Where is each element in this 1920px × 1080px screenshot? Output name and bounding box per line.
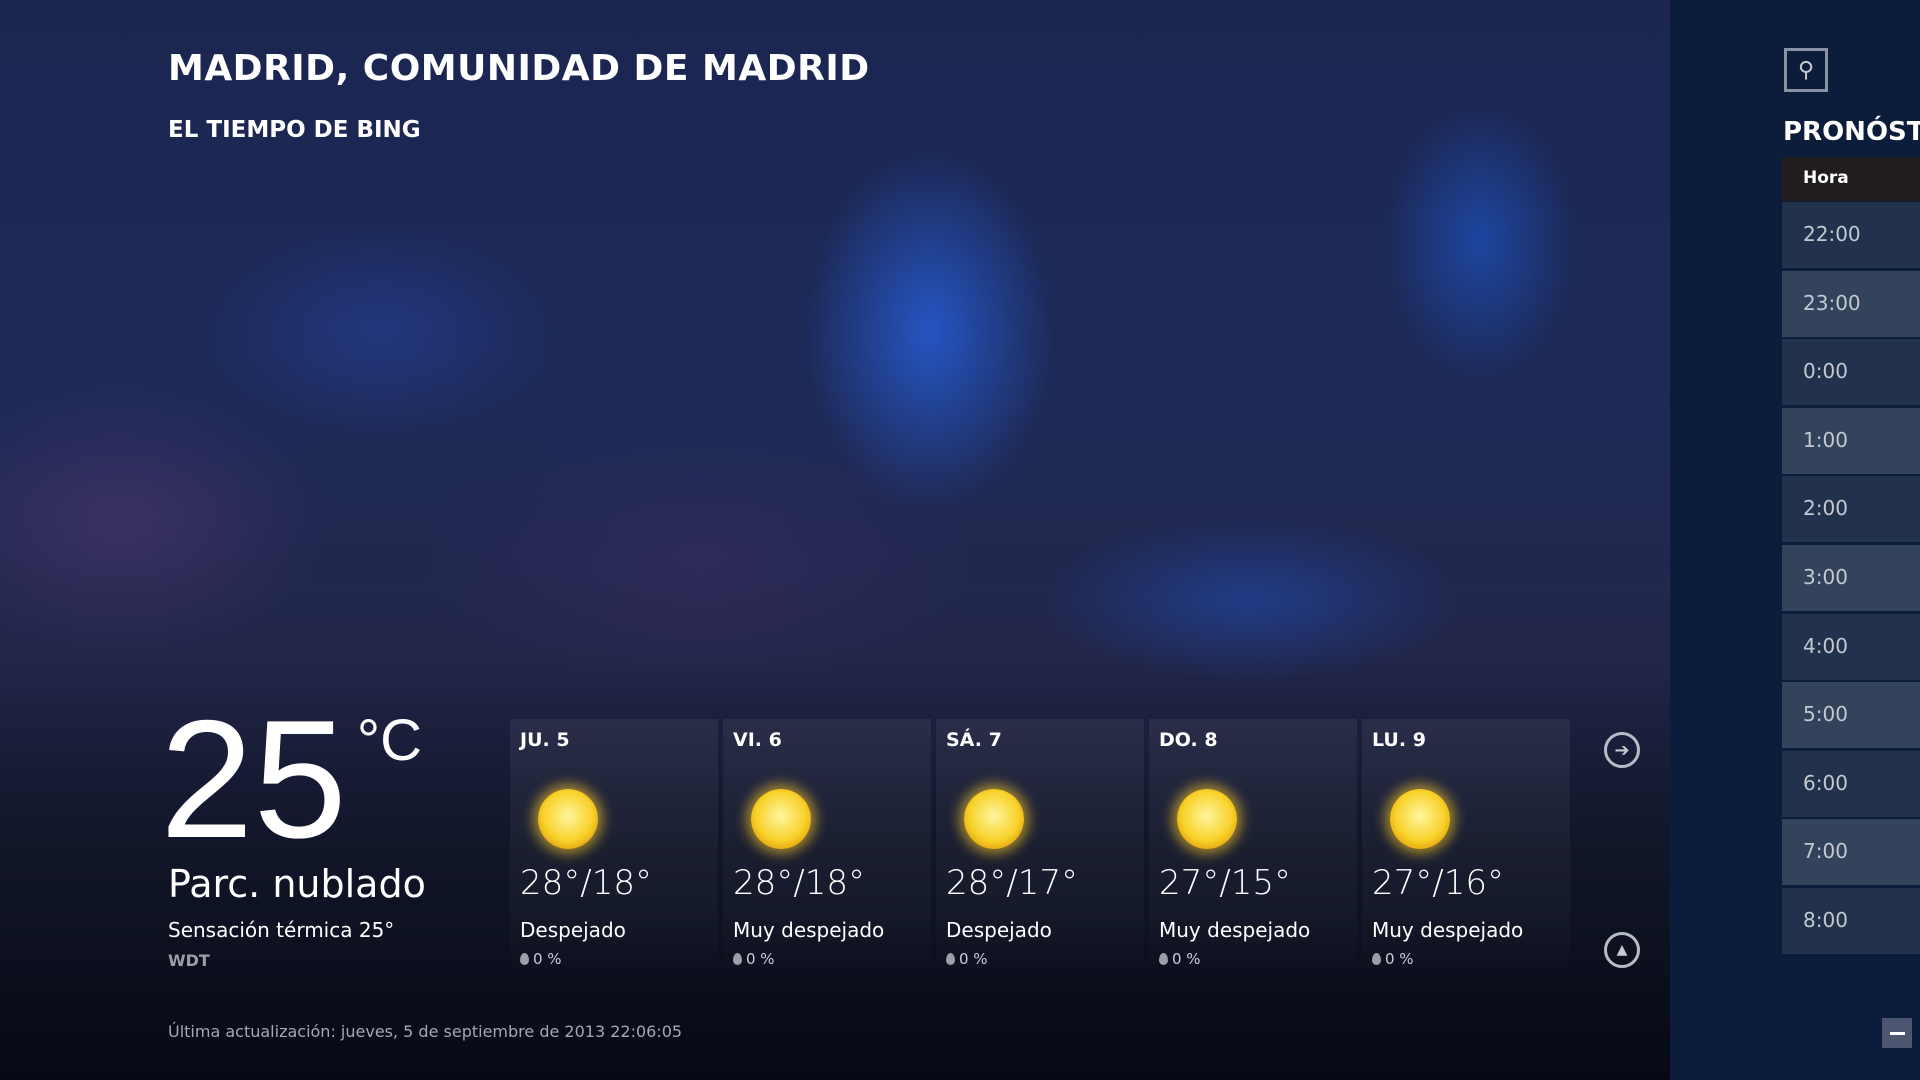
hourly-row[interactable]: 7:00 xyxy=(1782,819,1920,886)
hourly-row[interactable]: 6:00 xyxy=(1782,750,1920,817)
forecast-day-card[interactable]: DO. 8 27°/15° Muy despejado 0 % xyxy=(1149,719,1357,981)
forecast-precip: 0 % xyxy=(520,950,562,968)
sun-icon xyxy=(751,789,811,849)
forecast-day: VI. 6 xyxy=(733,729,782,751)
forecast-desc: Despejado xyxy=(520,918,626,942)
precip-value: 0 % xyxy=(746,950,775,968)
raindrop-icon xyxy=(733,953,742,965)
forecast-precip: 0 % xyxy=(1372,950,1414,968)
forecast-desc: Muy despejado xyxy=(1372,918,1524,942)
hourly-row[interactable]: 8:00 xyxy=(1782,888,1920,954)
data-source[interactable]: WDT xyxy=(168,951,210,970)
forecast-desc: Despejado xyxy=(946,918,1052,942)
hourly-row[interactable]: 0:00 xyxy=(1782,339,1920,406)
precip-value: 0 % xyxy=(533,950,562,968)
next-arrow-icon[interactable]: ➔ xyxy=(1604,732,1640,768)
precip-value: 0 % xyxy=(1385,950,1414,968)
hourly-row[interactable]: 23:00 xyxy=(1782,270,1920,337)
minus-icon xyxy=(1889,1031,1905,1035)
forecast-range: 27°/16° xyxy=(1372,863,1504,903)
forecast-day-card[interactable]: JU. 5 28°/18° Despejado 0 % xyxy=(510,719,718,981)
zoom-out-button[interactable] xyxy=(1882,1018,1912,1048)
forecast-day: SÁ. 7 xyxy=(946,729,1002,751)
scroll-up-icon[interactable]: ▲ xyxy=(1604,932,1640,968)
raindrop-icon xyxy=(520,953,529,965)
location-title: MADRID, COMUNIDAD DE MADRID xyxy=(168,48,870,89)
hourly-row[interactable]: 2:00 xyxy=(1782,476,1920,543)
sun-icon xyxy=(1390,789,1450,849)
raindrop-icon xyxy=(1372,953,1381,965)
weather-hero xyxy=(0,0,1670,1080)
forecast-range: 28°/18° xyxy=(520,863,652,903)
temperature-unit[interactable]: °C xyxy=(356,708,422,773)
forecast-desc: Muy despejado xyxy=(733,918,885,942)
precip-value: 0 % xyxy=(1172,950,1201,968)
forecast-range: 28°/18° xyxy=(733,863,865,903)
forecast-precip: 0 % xyxy=(733,950,775,968)
hourly-row[interactable]: 3:00 xyxy=(1782,545,1920,611)
sun-icon xyxy=(538,789,598,849)
forecast-day-card[interactable]: SÁ. 7 28°/17° Despejado 0 % xyxy=(936,719,1144,981)
raindrop-icon xyxy=(1159,953,1168,965)
forecast-day-card[interactable]: LU. 9 27°/16° Muy despejado 0 % xyxy=(1362,719,1570,981)
forecast-precip: 0 % xyxy=(1159,950,1201,968)
current-temperature-block: 25 °C xyxy=(160,685,422,873)
sun-icon xyxy=(1177,789,1237,849)
forecast-day: DO. 8 xyxy=(1159,729,1218,751)
hourly-row[interactable]: 1:00 xyxy=(1782,407,1920,474)
search-button[interactable]: ⚲ xyxy=(1784,48,1828,92)
current-temperature: 25 xyxy=(160,685,347,873)
forecast-range: 27°/15° xyxy=(1159,863,1291,903)
forecast-range: 28°/17° xyxy=(946,863,1078,903)
hourly-row[interactable]: 5:00 xyxy=(1782,682,1920,749)
forecast-precip: 0 % xyxy=(946,950,988,968)
feels-like: Sensación térmica 25° xyxy=(168,918,395,942)
hourly-row[interactable]: 22:00 xyxy=(1782,202,1920,268)
hourly-forecast-title: PRONÓSTIC xyxy=(1783,117,1920,147)
app-name: EL TIEMPO DE BING xyxy=(168,117,421,143)
sun-icon xyxy=(964,789,1024,849)
last-updated: Última actualización: jueves, 5 de septi… xyxy=(168,1022,683,1041)
forecast-day: JU. 5 xyxy=(520,729,570,751)
hour-column-header: Hora xyxy=(1782,157,1920,201)
forecast-desc: Muy despejado xyxy=(1159,918,1311,942)
hourly-row[interactable]: 4:00 xyxy=(1782,613,1920,680)
forecast-day-card[interactable]: VI. 6 28°/18° Muy despejado 0 % xyxy=(723,719,931,981)
current-condition: Parc. nublado xyxy=(168,862,426,906)
search-icon: ⚲ xyxy=(1797,57,1815,83)
raindrop-icon xyxy=(946,953,955,965)
precip-value: 0 % xyxy=(959,950,988,968)
forecast-day: LU. 9 xyxy=(1372,729,1426,751)
